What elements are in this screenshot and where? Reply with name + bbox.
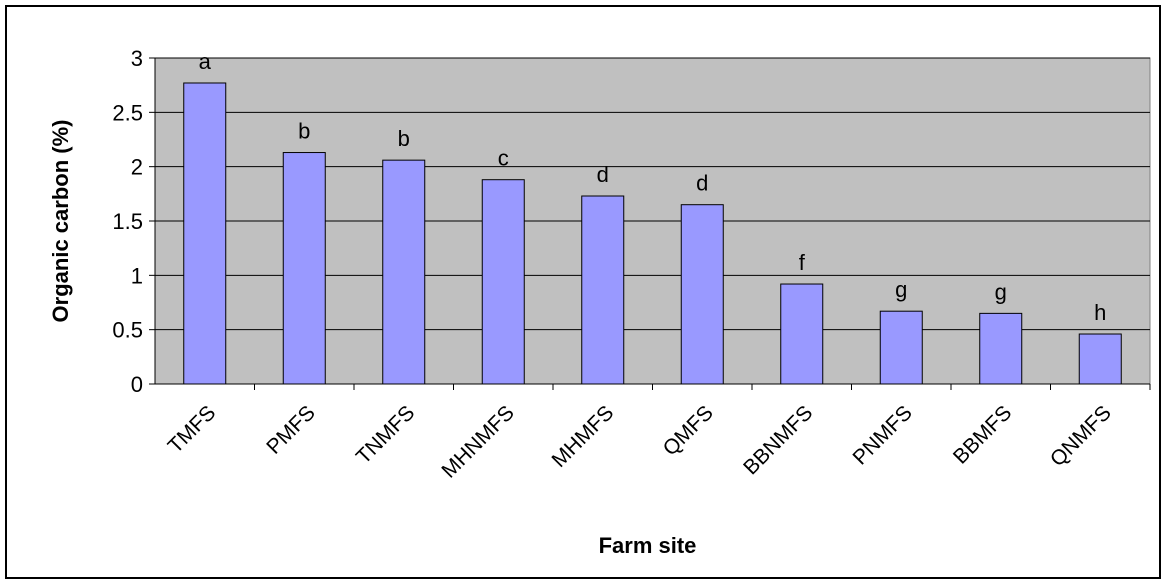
significance-label: c	[498, 146, 509, 171]
significance-label: h	[1094, 300, 1106, 325]
significance-label: g	[895, 277, 907, 302]
x-tick-label: PMFS	[262, 401, 320, 459]
x-tick-label: TNMFS	[352, 401, 419, 468]
significance-label: b	[398, 126, 410, 151]
x-tick-label: PNMFS	[849, 401, 917, 469]
x-tick-label: TMFS	[164, 401, 221, 458]
bar	[282, 152, 326, 385]
significance-label: b	[298, 119, 310, 144]
y-axis-title: Organic carbon (%)	[48, 120, 73, 323]
x-tick-label: MHMFS	[548, 401, 619, 472]
significance-label: a	[199, 49, 212, 74]
significance-label: d	[696, 171, 708, 196]
significance-label: d	[597, 162, 609, 187]
bar	[979, 312, 1023, 385]
y-tick-label: 1.5	[112, 209, 143, 234]
bar	[780, 283, 824, 385]
bar	[382, 159, 426, 385]
significance-label: g	[995, 279, 1007, 304]
y-tick-label: 0	[131, 372, 143, 397]
x-tick-label: QNMFS	[1046, 401, 1116, 471]
bar	[879, 310, 923, 385]
bar	[680, 204, 724, 385]
bar	[481, 179, 525, 385]
axes	[149, 57, 1151, 390]
y-tick-label: 2	[131, 155, 143, 180]
bars	[183, 82, 1122, 385]
significance-label: f	[799, 250, 806, 275]
x-axis-title: Farm site	[599, 533, 697, 558]
bar	[581, 195, 625, 385]
bar	[183, 82, 227, 385]
y-tick-label: 1	[131, 263, 143, 288]
x-tick-label: BBNMFS	[739, 401, 817, 479]
y-tick-label: 2.5	[112, 100, 143, 125]
bar	[1078, 333, 1122, 385]
y-tick-label: 0.5	[112, 318, 143, 343]
y-tick-label: 3	[131, 46, 143, 71]
x-tick-label: BBMFS	[949, 401, 1016, 468]
x-tick-label: MHNMFS	[437, 401, 518, 482]
x-tick-label: QMFS	[659, 401, 718, 460]
